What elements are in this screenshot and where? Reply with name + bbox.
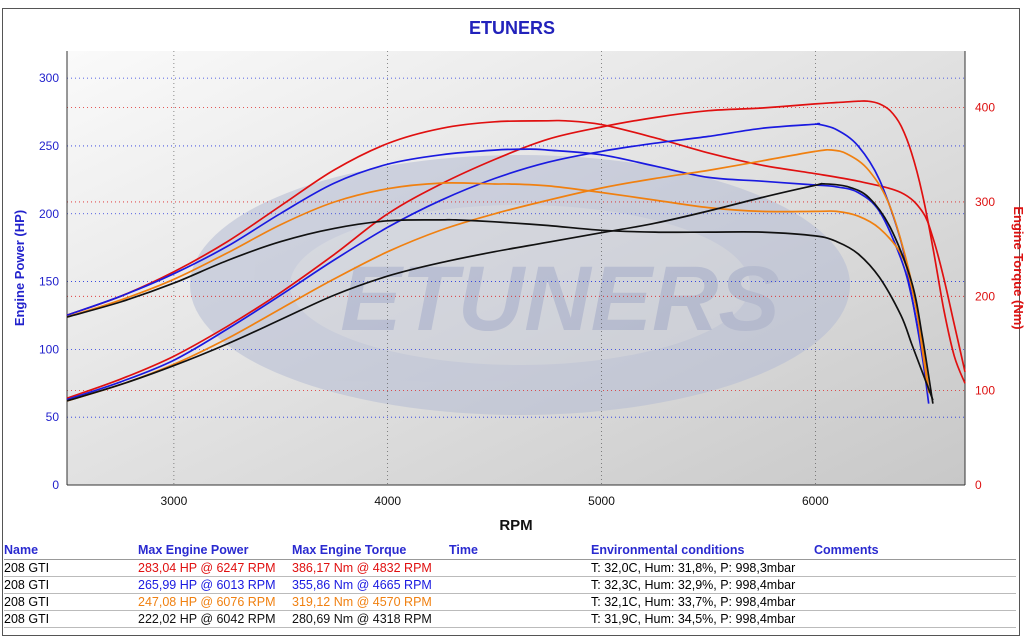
env-conditions-value: T: 31,9C, Hum: 34,5%, P: 998,4mbar [591,610,814,628]
chart-frame [2,8,1020,636]
y-axis-left-label: Engine Power (HP) [12,210,27,326]
run-name: 208 GTI [4,576,138,594]
header-comments: Comments [814,541,1016,560]
time-value [449,559,591,577]
y-right-tick-label: 100 [975,384,995,398]
y-right-tick-label: 200 [975,289,995,303]
header-max-torque: Max Engine Torque [292,541,449,560]
series-line-power [66,182,934,404]
env-conditions-value: T: 32,3C, Hum: 32,9%, P: 998,4mbar [591,576,814,594]
x-tick-label: 3000 [161,494,188,508]
run-name: 208 GTI [4,610,138,628]
y-right-tick-label: 400 [975,101,995,115]
run-name: 208 GTI [4,593,138,611]
series-lines [66,100,966,404]
dyno-chart: ETUNERS 3000 4000 5000 60000501001502002503… [12,51,1024,534]
series-line-torque [66,218,934,401]
results-row: 208 GTI 265,99 HP @ 6013 RPM 355,86 Nm @… [4,576,1016,594]
y-left-tick-label: 250 [39,139,59,153]
y-left-tick-label: 50 [46,410,60,424]
y-left-tick-label: 300 [39,71,59,85]
time-value [449,576,591,594]
axes [66,51,966,486]
header-time: Time [449,541,591,560]
header-env-conditions: Environmental conditions [591,541,814,560]
x-axis-label: RPM [499,517,532,534]
x-tick-label: 5000 [588,494,615,508]
x-tick-label: 6000 [802,494,829,508]
results-header-row: Name Max Engine Power Max Engine Torque … [4,541,1016,560]
results-row: 208 GTI 222,02 HP @ 6042 RPM 280,69 Nm @… [4,610,1016,628]
max-power-value: 283,04 HP @ 6247 RPM [138,559,292,577]
series-line-torque [66,182,930,391]
tick-labels: 3000 4000 5000 6000050100150200250300010020… [39,71,995,508]
watermark-logo: ETUNERS [190,155,850,415]
comments-value [814,610,1016,628]
y-left-tick-label: 150 [39,275,59,289]
time-value [449,610,591,628]
env-conditions-value: T: 32,0C, Hum: 31,8%, P: 998,3mbar [591,559,814,577]
series-line-torque [66,148,930,391]
max-torque-value: 280,69 Nm @ 4318 RPM [292,610,449,628]
y-right-tick-label: 0 [975,478,982,492]
y-left-tick-label: 100 [39,342,59,356]
series-line-power [66,148,930,402]
time-value [449,593,591,611]
results-row: 208 GTI 283,04 HP @ 6247 RPM 386,17 Nm @… [4,559,1016,577]
max-torque-value: 319,12 Nm @ 4570 RPM [292,593,449,611]
y-axis-right-label: Engine Torque (Nm) [1011,206,1024,329]
y-left-tick-label: 0 [52,478,59,492]
run-name: 208 GTI [4,559,138,577]
max-power-value: 265,99 HP @ 6013 RPM [138,576,292,594]
chart-title: ETUNERS [468,18,555,38]
max-power-value: 247,08 HP @ 6076 RPM [138,593,292,611]
grid-lines [67,51,965,485]
y-left-tick-label: 200 [39,207,59,221]
results-table: Name Max Engine Power Max Engine Torque … [4,541,1016,628]
comments-value [814,559,1016,577]
max-torque-value: 386,17 Nm @ 4832 RPM [292,559,449,577]
series-line-power [66,100,966,399]
max-power-value: 222,02 HP @ 6042 RPM [138,610,292,628]
series-line-torque [66,119,966,372]
x-tick-label: 4000 [374,494,401,508]
watermark-text: ETUNERS [340,248,780,350]
env-conditions-value: T: 32,1C, Hum: 33,7%, P: 998,4mbar [591,593,814,611]
results-row: 208 GTI 247,08 HP @ 6076 RPM 319,12 Nm @… [4,593,1016,611]
y-right-tick-label: 300 [975,195,995,209]
comments-value [814,576,1016,594]
comments-value [814,593,1016,611]
header-max-power: Max Engine Power [138,541,292,560]
max-torque-value: 355,86 Nm @ 4665 RPM [292,576,449,594]
header-name: Name [4,541,138,560]
